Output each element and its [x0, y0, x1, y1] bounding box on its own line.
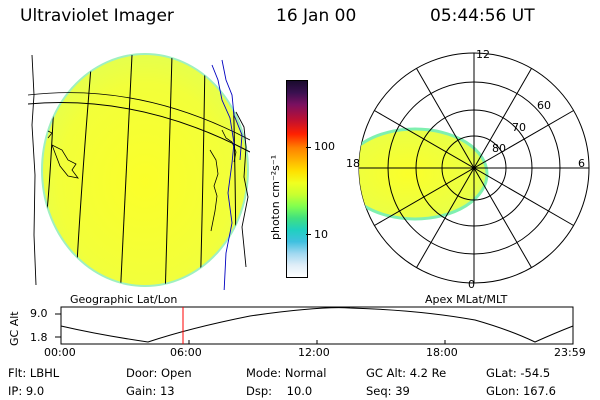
colorbar-tick-100: 100	[314, 140, 335, 153]
gain-info: Gain: 13	[126, 384, 175, 398]
glon-info: GLon: 167.6	[486, 384, 556, 398]
mlat-label-80: 80	[492, 142, 506, 155]
seq-info: Seq: 39	[366, 384, 410, 398]
time-tick-1800: 18:00	[426, 346, 458, 359]
time-tick-0600: 06:00	[170, 346, 202, 359]
time-tick-2359: 23:59	[554, 346, 586, 359]
dsp-info: Dsp: 10.0	[246, 384, 313, 398]
altitude-ytick-1: 1.8	[30, 331, 48, 344]
mode-info: Mode: Normal	[246, 366, 327, 380]
apex-caption: Apex MLat/MLT	[425, 293, 508, 306]
gc-alt-info: GC Alt: 4.2 Re	[366, 366, 447, 380]
colorbar	[286, 80, 308, 278]
glat-info: GLat: -54.5	[486, 366, 551, 380]
mlt-label-0: 0	[468, 278, 475, 291]
mlt-label-6: 6	[578, 157, 585, 170]
date-label: 16 Jan 00	[276, 6, 357, 26]
polar-plot	[358, 52, 590, 284]
geographic-caption: Geographic Lat/Lon	[70, 293, 178, 306]
app-title: Ultraviolet Imager	[20, 6, 174, 26]
ip-info: IP: 9.0	[8, 384, 45, 398]
colorbar-tick-10: 10	[314, 228, 328, 241]
time-tick-1200: 12:00	[298, 346, 330, 359]
mlt-label-18: 18	[346, 157, 360, 170]
time-tick-0000: 00:00	[44, 346, 76, 359]
mlat-label-60: 60	[537, 99, 551, 112]
mlat-label-70: 70	[512, 121, 526, 134]
earth-disk	[41, 53, 249, 287]
altitude-ylabel: GC Alt	[8, 311, 21, 346]
filter-info: Flt: LBHL	[8, 366, 60, 380]
altitude-ytick-9: 9.0	[30, 307, 48, 320]
auroral-oval	[359, 127, 489, 221]
door-info: Door: Open	[126, 366, 192, 380]
time-label: 05:44:56 UT	[430, 6, 535, 26]
mlt-label-12: 12	[476, 48, 490, 61]
